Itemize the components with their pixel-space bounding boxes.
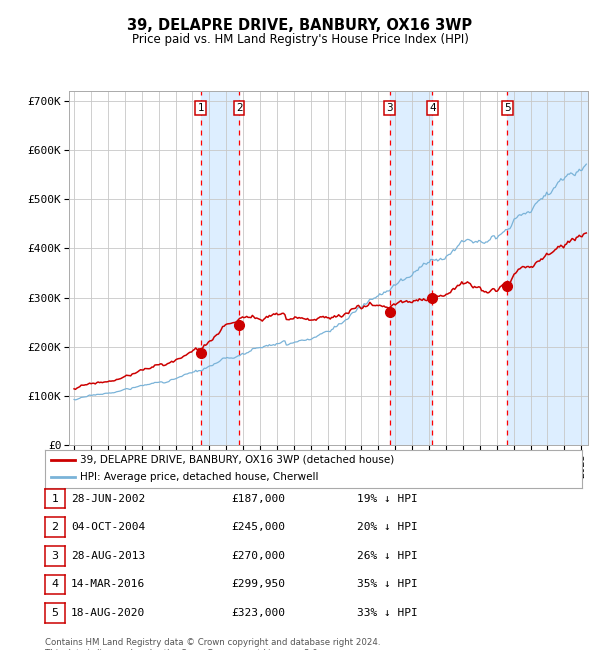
Text: 3: 3 [52,551,58,561]
Text: £270,000: £270,000 [231,551,285,561]
Text: 39, DELAPRE DRIVE, BANBURY, OX16 3WP (detached house): 39, DELAPRE DRIVE, BANBURY, OX16 3WP (de… [80,455,394,465]
Text: 1: 1 [52,493,58,504]
Text: 19% ↓ HPI: 19% ↓ HPI [357,493,418,504]
Text: 33% ↓ HPI: 33% ↓ HPI [357,608,418,618]
Text: £245,000: £245,000 [231,522,285,532]
Text: Price paid vs. HM Land Registry's House Price Index (HPI): Price paid vs. HM Land Registry's House … [131,32,469,46]
Text: 5: 5 [52,608,58,618]
Text: £299,950: £299,950 [231,579,285,590]
Bar [389,91,433,445]
Bar [200,91,239,445]
Text: Contains HM Land Registry data © Crown copyright and database right 2024.
This d: Contains HM Land Registry data © Crown c… [45,638,380,650]
Text: 14-MAR-2016: 14-MAR-2016 [71,579,145,590]
Text: HPI: Average price, detached house, Cherwell: HPI: Average price, detached house, Cher… [80,473,319,482]
Text: £187,000: £187,000 [231,493,285,504]
Text: 04-OCT-2004: 04-OCT-2004 [71,522,145,532]
Text: 35% ↓ HPI: 35% ↓ HPI [357,579,418,590]
Text: 4: 4 [52,579,58,590]
Text: 2: 2 [52,522,58,532]
Text: 20% ↓ HPI: 20% ↓ HPI [357,522,418,532]
Text: 28-AUG-2013: 28-AUG-2013 [71,551,145,561]
Text: 26% ↓ HPI: 26% ↓ HPI [357,551,418,561]
Text: 5: 5 [504,103,511,113]
Text: 1: 1 [197,103,204,113]
Text: 18-AUG-2020: 18-AUG-2020 [71,608,145,618]
Text: 39, DELAPRE DRIVE, BANBURY, OX16 3WP: 39, DELAPRE DRIVE, BANBURY, OX16 3WP [127,18,473,32]
Text: £323,000: £323,000 [231,608,285,618]
Text: 3: 3 [386,103,393,113]
Text: 2: 2 [236,103,242,113]
Text: 28-JUN-2002: 28-JUN-2002 [71,493,145,504]
Bar [508,91,588,445]
Text: 4: 4 [429,103,436,113]
